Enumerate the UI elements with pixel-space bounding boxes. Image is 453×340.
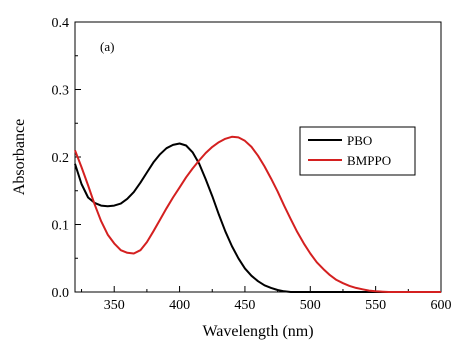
series-lines — [74, 135, 441, 293]
y-tick-label: 0.4 — [52, 16, 70, 31]
legend-label-bmppo: BMPPO — [347, 153, 391, 168]
y-tick-label: 0.0 — [52, 286, 70, 301]
x-axis-title: Wavelength (nm) — [202, 323, 313, 340]
annotation-label: (a) — [100, 39, 114, 54]
x-tick-label: 350 — [104, 298, 125, 313]
y-tick-label: 0.3 — [52, 84, 70, 99]
legend-box — [299, 126, 416, 176]
x-tick-label: 600 — [431, 298, 452, 313]
y-axis-ticks — [75, 21, 81, 293]
x-axis-tick-labels: 350 400 450 500 550 600 — [104, 298, 452, 313]
y-axis-title: Absorbance — [11, 119, 28, 195]
series-line-bmppo — [74, 135, 441, 293]
legend: PBO BMPPO — [299, 126, 416, 176]
x-tick-label: 550 — [365, 298, 386, 313]
y-tick-label: 0.2 — [52, 151, 70, 166]
y-tick-label: 0.1 — [52, 219, 70, 234]
legend-label-pbo: PBO — [347, 133, 372, 148]
x-tick-label: 500 — [300, 298, 321, 313]
y-axis-tick-labels: 0.0 0.1 0.2 0.3 0.4 — [52, 16, 70, 301]
series-line-pbo — [74, 142, 441, 293]
x-tick-label: 400 — [169, 298, 190, 313]
x-tick-label: 450 — [234, 298, 255, 313]
